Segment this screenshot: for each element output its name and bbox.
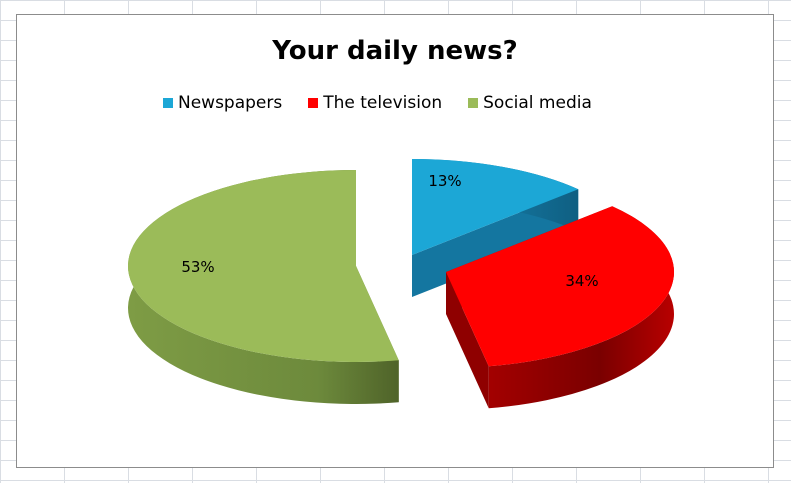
pie-data-labels: 13% 53% 34% — [181, 172, 598, 290]
data-label-newspapers: 13% — [428, 172, 461, 190]
legend-label-social-media: Social media — [483, 93, 592, 113]
legend-swatch-television — [308, 98, 319, 108]
slice-side-television — [488, 206, 675, 409]
pie-slice-television — [446, 206, 675, 409]
pie-slices — [128, 159, 675, 409]
chart-legend: Newspapers The television Social media — [163, 93, 592, 113]
slice-face-end-television — [446, 272, 489, 409]
legend-item-social-media: Social media — [468, 93, 592, 113]
legend-swatch-social-media — [468, 98, 479, 108]
slice-top-television — [446, 206, 675, 367]
legend-swatch-newspapers — [163, 98, 173, 108]
pie-slice-social-media — [128, 170, 399, 404]
legend-label-newspapers: Newspapers — [178, 93, 283, 113]
slice-top-social-media — [128, 170, 399, 362]
slice-top-newspapers — [412, 159, 579, 255]
chart-title: Your daily news? — [272, 36, 518, 66]
data-label-social-media: 53% — [181, 258, 214, 276]
data-label-television: 34% — [565, 272, 598, 290]
legend-item-television: The television — [308, 93, 442, 113]
legend-label-television: The television — [323, 93, 443, 113]
legend-item-newspapers: Newspapers — [163, 93, 282, 113]
